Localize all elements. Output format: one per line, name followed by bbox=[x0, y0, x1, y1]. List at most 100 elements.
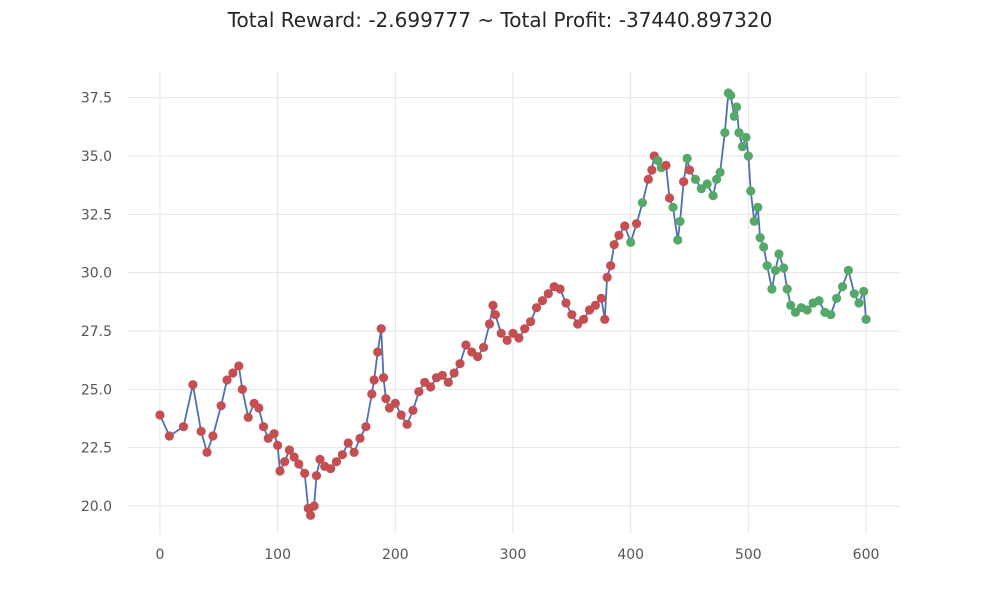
y-tick-label: 35.0 bbox=[81, 149, 112, 165]
short-position-marker bbox=[478, 342, 489, 352]
short-position-marker bbox=[222, 375, 232, 385]
long-position-marker bbox=[814, 296, 824, 306]
y-tick-label: 32.5 bbox=[81, 207, 112, 223]
short-position-marker bbox=[343, 438, 353, 448]
long-position-marker bbox=[770, 265, 781, 275]
long-position-marker bbox=[668, 202, 678, 212]
short-position-marker bbox=[275, 466, 285, 476]
long-position-marker bbox=[737, 142, 748, 152]
long-position-marker bbox=[653, 156, 663, 166]
short-position-marker bbox=[537, 296, 548, 306]
short-position-marker bbox=[280, 457, 290, 467]
short-position-marker bbox=[606, 261, 616, 271]
long-position-marker bbox=[759, 242, 769, 252]
short-position-marker bbox=[449, 368, 459, 378]
long-position-marker bbox=[746, 186, 756, 196]
short-position-marker bbox=[561, 298, 571, 308]
short-position-marker bbox=[300, 468, 310, 478]
short-position-marker bbox=[369, 375, 379, 385]
long-position-marker bbox=[802, 305, 812, 315]
short-position-marker bbox=[473, 352, 483, 362]
short-position-marker bbox=[408, 405, 418, 415]
long-position-marker bbox=[854, 298, 864, 308]
short-position-marker bbox=[579, 314, 589, 324]
long-position-marker bbox=[734, 128, 744, 138]
short-position-marker bbox=[381, 394, 391, 404]
short-position-marker bbox=[373, 347, 383, 357]
y-tick-label: 25.0 bbox=[81, 382, 112, 398]
long-position-marker bbox=[743, 151, 753, 161]
short-position-marker bbox=[378, 373, 389, 383]
short-position-marker bbox=[679, 177, 689, 187]
long-position-marker bbox=[708, 191, 718, 201]
short-position-marker bbox=[178, 422, 189, 432]
short-position-marker bbox=[355, 433, 365, 443]
short-position-marker bbox=[269, 429, 279, 439]
short-position-marker bbox=[590, 300, 600, 310]
x-tick-label: 400 bbox=[617, 547, 644, 563]
short-position-marker bbox=[309, 501, 319, 511]
short-position-marker bbox=[196, 426, 206, 436]
y-tick-label: 30.0 bbox=[81, 266, 112, 282]
long-position-marker bbox=[675, 216, 685, 226]
long-position-marker bbox=[849, 289, 859, 299]
long-position-marker bbox=[731, 102, 742, 112]
series-markers bbox=[155, 88, 871, 520]
long-position-marker bbox=[826, 310, 836, 320]
long-position-marker bbox=[690, 174, 701, 184]
short-position-marker bbox=[234, 361, 244, 371]
long-position-marker bbox=[711, 174, 722, 184]
short-position-marker bbox=[237, 384, 247, 394]
grid bbox=[127, 72, 899, 534]
long-position-marker bbox=[753, 202, 763, 212]
long-position-marker bbox=[755, 233, 765, 243]
short-position-marker bbox=[311, 471, 322, 481]
short-position-marker bbox=[188, 380, 198, 390]
long-position-marker bbox=[673, 235, 683, 245]
short-position-marker bbox=[164, 431, 174, 441]
short-position-marker bbox=[325, 464, 336, 474]
short-position-marker bbox=[600, 314, 610, 324]
short-position-marker bbox=[461, 340, 471, 350]
y-tick-label: 22.5 bbox=[81, 441, 112, 457]
short-position-marker bbox=[602, 272, 612, 282]
short-position-marker bbox=[315, 454, 325, 464]
long-position-marker bbox=[843, 265, 853, 275]
short-position-marker bbox=[337, 450, 347, 460]
x-tick-label: 500 bbox=[735, 547, 762, 563]
x-tick-label: 300 bbox=[500, 547, 527, 563]
short-position-marker bbox=[228, 368, 238, 378]
short-position-marker bbox=[202, 447, 212, 457]
long-position-marker bbox=[859, 286, 869, 296]
long-position-marker bbox=[774, 249, 784, 259]
short-position-marker bbox=[647, 165, 657, 175]
short-position-marker bbox=[258, 422, 269, 432]
short-position-marker bbox=[609, 240, 619, 250]
short-position-marker bbox=[531, 303, 542, 313]
long-position-marker bbox=[720, 128, 730, 138]
long-position-marker bbox=[726, 90, 736, 100]
short-position-marker bbox=[490, 310, 500, 320]
short-position-marker bbox=[396, 410, 406, 420]
short-position-marker bbox=[294, 459, 304, 469]
short-position-marker bbox=[273, 440, 283, 450]
short-position-marker bbox=[443, 377, 453, 387]
short-position-marker bbox=[402, 419, 412, 429]
long-position-marker bbox=[729, 111, 739, 121]
y-tick-label: 37.5 bbox=[81, 91, 112, 107]
chart-title: Total Reward: -2.699777 ~ Total Profit: … bbox=[227, 8, 773, 32]
short-position-marker bbox=[349, 447, 359, 457]
short-position-marker bbox=[284, 445, 295, 455]
long-position-marker bbox=[626, 237, 636, 247]
short-position-marker bbox=[455, 359, 465, 369]
short-position-marker bbox=[514, 333, 524, 343]
short-position-marker bbox=[155, 410, 165, 420]
long-position-marker bbox=[762, 261, 772, 271]
short-position-marker bbox=[243, 412, 253, 422]
short-position-marker bbox=[426, 382, 436, 392]
short-position-marker bbox=[643, 174, 653, 184]
long-position-marker bbox=[767, 284, 777, 294]
short-position-marker bbox=[367, 389, 377, 399]
short-position-marker bbox=[661, 160, 671, 170]
